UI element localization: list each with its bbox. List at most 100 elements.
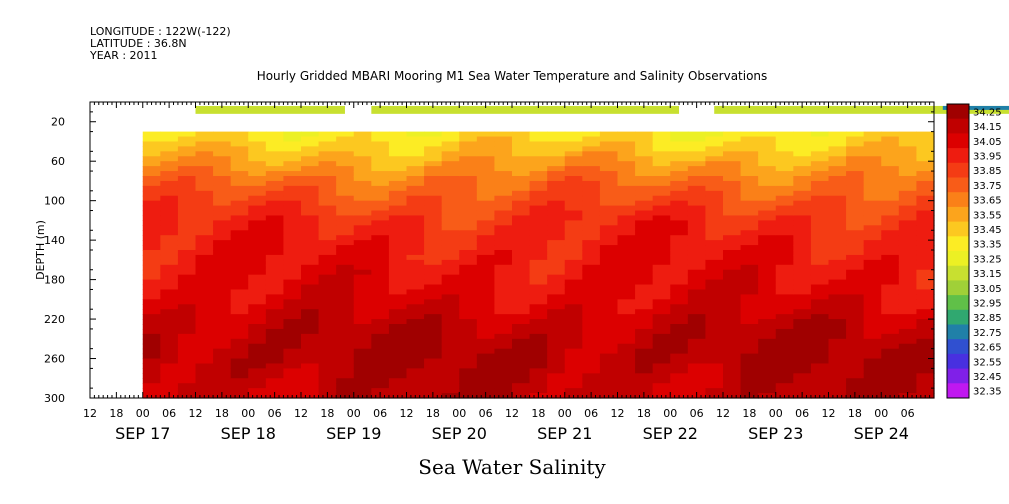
heatmap-cell bbox=[793, 388, 812, 394]
heatmap-cell bbox=[371, 324, 390, 330]
heatmap-cell bbox=[388, 304, 408, 310]
heatmap-cell bbox=[846, 176, 865, 182]
heatmap-cell bbox=[213, 299, 232, 305]
heatmap-cell bbox=[160, 215, 179, 221]
heatmap-cell bbox=[916, 146, 935, 152]
heatmap-cell bbox=[406, 333, 425, 340]
heatmap-cell bbox=[687, 146, 707, 152]
heatmap-cell bbox=[476, 279, 496, 286]
heatmap-cell bbox=[529, 343, 548, 350]
heatmap-cell bbox=[687, 279, 707, 286]
heatmap-cell bbox=[441, 269, 460, 276]
heatmap-cell bbox=[283, 343, 302, 350]
heatmap-cell bbox=[353, 309, 372, 315]
heatmap-cell bbox=[740, 235, 759, 241]
heatmap-cell bbox=[177, 156, 197, 162]
heatmap-cell bbox=[635, 195, 654, 202]
x-day-label: SEP 19 bbox=[326, 424, 381, 443]
heatmap-cell bbox=[388, 284, 408, 291]
heatmap-cell bbox=[248, 146, 267, 152]
heatmap-cell bbox=[177, 146, 197, 152]
heatmap-cell bbox=[476, 264, 496, 271]
heatmap-cell bbox=[617, 190, 636, 197]
heatmap-cell bbox=[529, 353, 548, 360]
x-hour-label: 06 bbox=[901, 407, 915, 420]
heatmap-cell bbox=[846, 348, 865, 355]
heatmap-cell bbox=[248, 131, 267, 138]
heatmap-cell bbox=[424, 363, 443, 369]
heatmap-cell bbox=[810, 299, 830, 305]
heatmap-cell bbox=[406, 299, 425, 305]
heatmap-cell bbox=[599, 333, 619, 340]
heatmap-cell bbox=[406, 353, 425, 360]
heatmap-cell bbox=[898, 215, 918, 221]
heatmap-cell bbox=[265, 190, 285, 197]
heatmap-cell bbox=[810, 388, 830, 394]
x-hour-label: 12 bbox=[822, 407, 836, 420]
heatmap-cell bbox=[582, 368, 601, 374]
heatmap-cell bbox=[810, 259, 830, 266]
heatmap-cell bbox=[617, 136, 636, 143]
heatmap-cell bbox=[388, 269, 408, 276]
heatmap-cell bbox=[898, 304, 918, 310]
heatmap-cell bbox=[371, 299, 390, 305]
heatmap-cell bbox=[353, 225, 372, 231]
heatmap-cell bbox=[283, 373, 302, 379]
heatmap-cell bbox=[494, 358, 513, 365]
heatmap-cell bbox=[441, 264, 460, 271]
heatmap-cell bbox=[916, 161, 935, 167]
heatmap-cell bbox=[687, 195, 707, 202]
heatmap-cell bbox=[230, 151, 249, 157]
heatmap-cell bbox=[529, 190, 548, 197]
heatmap-cell bbox=[758, 368, 777, 374]
heatmap-cell bbox=[564, 136, 583, 143]
heatmap-cell bbox=[705, 343, 724, 350]
heatmap-cell bbox=[898, 259, 918, 266]
heatmap-cell bbox=[758, 294, 777, 300]
heatmap-cell bbox=[336, 338, 355, 345]
heatmap-cell bbox=[283, 324, 302, 330]
heatmap-cell bbox=[881, 156, 900, 162]
heatmap-cell bbox=[828, 388, 847, 394]
heatmap-cell bbox=[512, 289, 531, 295]
heatmap-cell bbox=[775, 146, 794, 152]
heatmap-cell bbox=[318, 190, 337, 197]
heatmap-cell bbox=[810, 146, 830, 152]
heatmap-cell bbox=[828, 299, 847, 305]
heatmap-cell bbox=[424, 353, 443, 360]
heatmap-cell bbox=[758, 230, 777, 236]
heatmap-cell bbox=[459, 245, 478, 251]
heatmap-cell bbox=[512, 274, 531, 281]
heatmap-cell bbox=[810, 368, 830, 374]
heatmap-cell bbox=[828, 363, 847, 369]
heatmap-cell bbox=[898, 235, 918, 241]
heatmap-cell bbox=[230, 136, 249, 143]
heatmap-cell bbox=[670, 358, 689, 365]
heatmap-cell bbox=[564, 245, 583, 251]
heatmap-cell bbox=[810, 185, 830, 192]
heatmap-cell bbox=[441, 324, 460, 330]
heatmap-cell bbox=[476, 245, 496, 251]
heatmap-cell bbox=[617, 180, 636, 187]
heatmap-cell bbox=[512, 378, 531, 384]
heatmap-cell bbox=[810, 156, 830, 162]
heatmap-cell bbox=[318, 176, 337, 182]
heatmap-cell bbox=[476, 205, 496, 212]
heatmap-cell bbox=[617, 388, 636, 394]
heatmap-cell bbox=[828, 279, 847, 286]
heatmap-cell bbox=[898, 151, 918, 157]
heatmap-cell bbox=[898, 185, 918, 192]
heatmap-cell bbox=[512, 180, 531, 187]
heatmap-cell bbox=[723, 195, 742, 202]
heatmap-cell bbox=[599, 156, 619, 162]
heatmap-cell bbox=[406, 378, 425, 384]
heatmap-cell bbox=[336, 314, 355, 320]
heatmap-cell bbox=[863, 171, 882, 177]
heatmap-cell bbox=[758, 319, 777, 325]
heatmap-cell bbox=[476, 171, 496, 177]
heatmap-cell bbox=[160, 284, 179, 291]
heatmap-cell bbox=[494, 274, 513, 281]
heatmap-cell bbox=[142, 348, 161, 355]
heatmap-cell bbox=[160, 294, 179, 300]
heatmap-cell bbox=[529, 274, 548, 281]
